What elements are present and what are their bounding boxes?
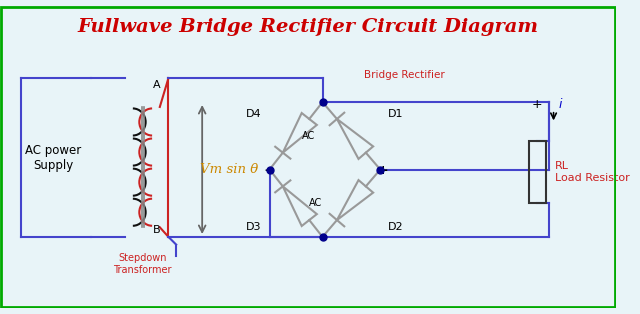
Text: -: - bbox=[264, 164, 269, 177]
Text: D1: D1 bbox=[388, 109, 403, 119]
Text: Stepdown
Transformer: Stepdown Transformer bbox=[113, 253, 172, 275]
Text: +: + bbox=[532, 98, 543, 111]
Text: Fullwave Bridge Rectifier Circuit Diagram: Fullwave Bridge Rectifier Circuit Diagra… bbox=[77, 18, 539, 36]
Text: i: i bbox=[559, 98, 562, 111]
Text: B: B bbox=[153, 225, 161, 235]
Text: AC: AC bbox=[302, 131, 315, 141]
Text: Vm sin θ: Vm sin θ bbox=[200, 163, 259, 176]
Text: Bridge Rectifier: Bridge Rectifier bbox=[364, 70, 445, 80]
Text: RL
Load Resistor: RL Load Resistor bbox=[554, 161, 629, 183]
Text: AC: AC bbox=[308, 198, 322, 208]
Text: AC power
Supply: AC power Supply bbox=[25, 144, 81, 172]
Text: A: A bbox=[153, 80, 161, 90]
Text: +: + bbox=[378, 164, 388, 177]
Text: D2: D2 bbox=[388, 222, 404, 232]
Text: D3: D3 bbox=[246, 222, 262, 232]
Text: D4: D4 bbox=[246, 109, 262, 119]
Bar bbox=[529, 141, 546, 203]
